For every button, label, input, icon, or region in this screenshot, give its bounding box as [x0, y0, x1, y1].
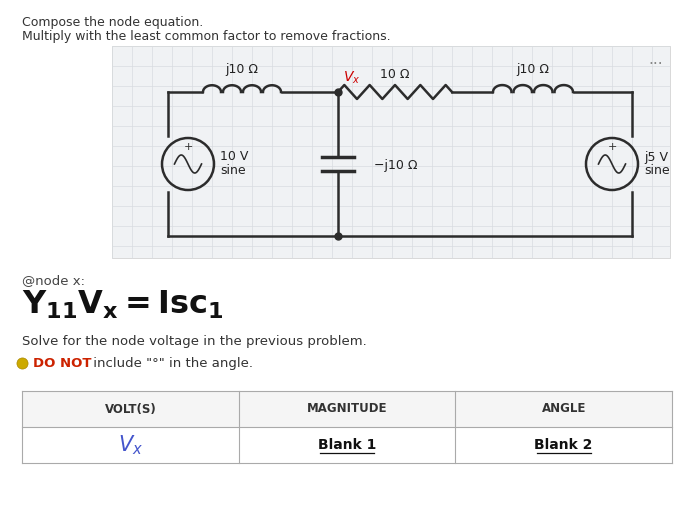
Text: sine: sine — [644, 165, 670, 178]
Text: include "°" in the angle.: include "°" in the angle. — [89, 357, 253, 370]
Bar — [22, 427, 672, 463]
Bar — [112, 46, 670, 258]
Text: sine: sine — [220, 165, 246, 178]
Text: Compose the node equation.: Compose the node equation. — [22, 16, 203, 29]
Text: j10 Ω: j10 Ω — [226, 63, 259, 76]
Text: Multiply with the least common factor to remove fractions.: Multiply with the least common factor to… — [22, 30, 390, 43]
Text: @node x:: @node x: — [22, 274, 85, 287]
Text: +: + — [183, 142, 192, 152]
Text: ANGLE: ANGLE — [541, 402, 586, 415]
Text: 10 Ω: 10 Ω — [380, 68, 410, 80]
Text: 10 V: 10 V — [220, 151, 248, 164]
Text: j5 V: j5 V — [644, 151, 668, 164]
Text: Blank 1: Blank 1 — [318, 438, 376, 452]
Text: VOLT(S): VOLT(S) — [104, 402, 156, 415]
Text: $\mathbf{Y_{11}V_x = Isc_1}$: $\mathbf{Y_{11}V_x = Isc_1}$ — [22, 289, 224, 321]
Text: +: + — [608, 142, 617, 152]
Text: Solve for the node voltage in the previous problem.: Solve for the node voltage in the previo… — [22, 335, 367, 348]
Text: $\mathit{V_x}$: $\mathit{V_x}$ — [118, 433, 143, 457]
Text: Blank 2: Blank 2 — [534, 438, 593, 452]
Text: MAGNITUDE: MAGNITUDE — [307, 402, 388, 415]
Bar — [22, 391, 672, 427]
Text: $V_x$: $V_x$ — [343, 70, 361, 86]
Text: j10 Ω: j10 Ω — [516, 63, 549, 76]
Text: DO NOT: DO NOT — [33, 357, 91, 370]
Text: ...: ... — [648, 53, 664, 68]
Text: −j10 Ω: −j10 Ω — [374, 158, 417, 171]
